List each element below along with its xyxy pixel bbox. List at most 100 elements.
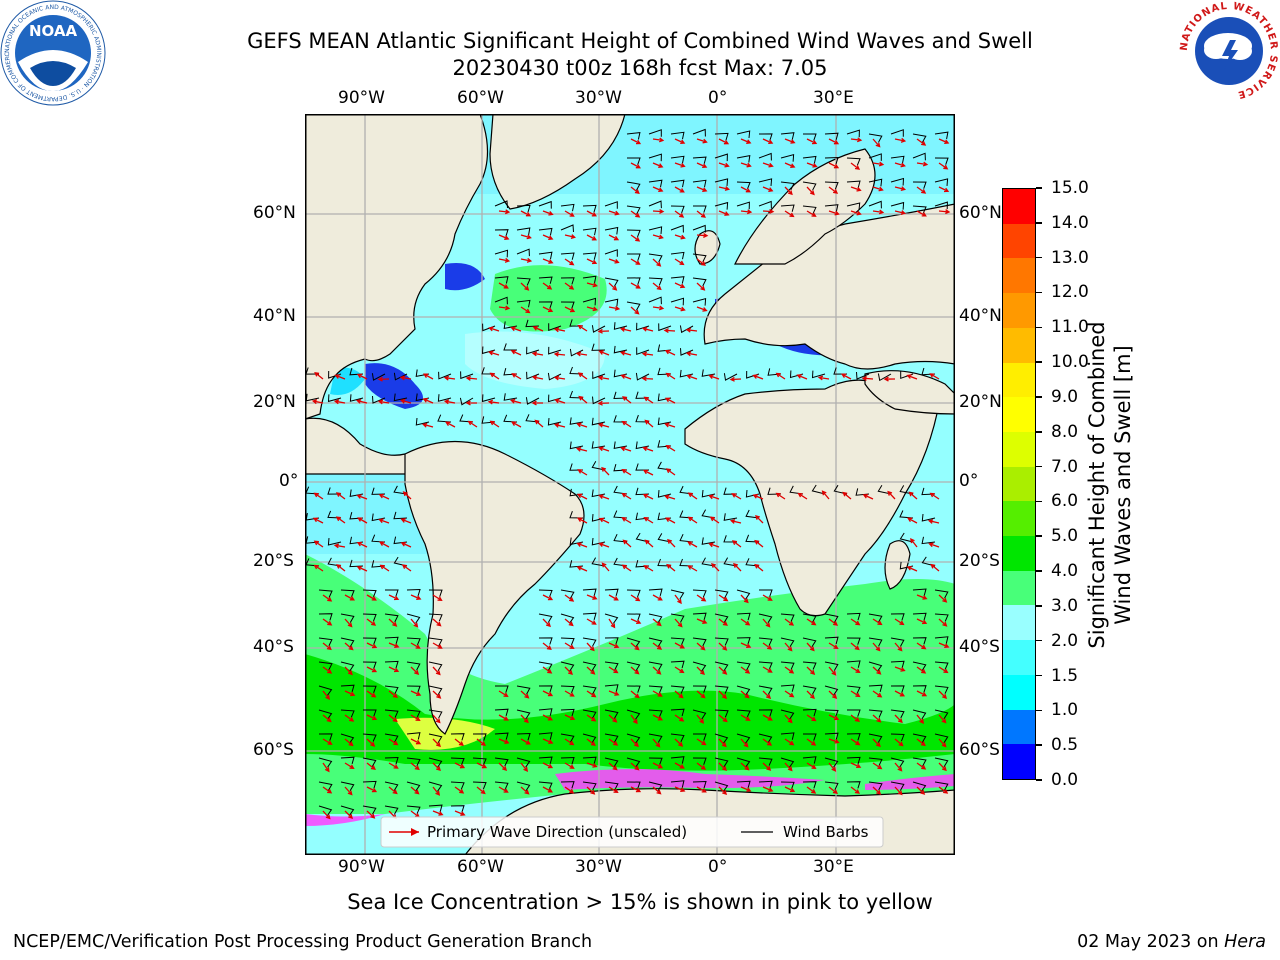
wave-direction-arrow: [410, 618, 419, 628]
wave-direction-arrow: [708, 374, 720, 380]
wave-direction-arrow: [916, 738, 926, 747]
wave-direction-arrow: [652, 234, 664, 240]
lon-label-bottom: 60°W: [457, 857, 504, 877]
wave-direction-arrow: [608, 234, 620, 241]
wave-direction-arrow: [498, 762, 508, 771]
wind-barb: [648, 277, 663, 286]
wind-barb: [340, 637, 355, 647]
wind-barb: [371, 513, 386, 522]
wave-direction-arrow: [553, 422, 566, 428]
wind-barb: [846, 157, 861, 166]
lat-label-right: 20°N: [959, 392, 1002, 412]
wind-barb: [736, 130, 751, 139]
wave-direction-arrow: [729, 376, 742, 382]
wind-barb: [868, 781, 883, 791]
wave-direction-arrow: [828, 714, 840, 721]
wind-barb: [428, 589, 443, 597]
wave-direction-arrow: [322, 786, 333, 794]
wind-barb: [846, 733, 861, 741]
colorbar-ticks: 15.0 14.0 13.0 12.0 11.0 10.0 9.0 8.0 7.0 6.0 5.0 4…: [1036, 178, 1096, 790]
wind-barb: [569, 348, 584, 357]
colorbar-tick-mark: [1036, 535, 1042, 537]
wind-barb: [736, 780, 751, 789]
wave-direction-arrow: [674, 594, 682, 605]
wave-direction-arrow: [454, 786, 465, 794]
wind-barb: [516, 757, 531, 768]
wave-direction-arrow: [520, 234, 532, 240]
wind-barb: [406, 757, 421, 767]
wave-direction-arrow: [553, 375, 566, 381]
wind-barb: [648, 757, 663, 765]
wave-direction-arrow: [608, 210, 620, 216]
wave-direction-arrow: [476, 762, 488, 769]
wind-barb: [824, 732, 839, 741]
wave-direction-arrow: [388, 690, 398, 699]
colorbar-tick-mark: [1036, 744, 1042, 746]
wave-direction-arrow: [553, 351, 566, 357]
colorbar-tick-label: 6.0: [1051, 491, 1079, 512]
wave-direction-arrow: [432, 738, 441, 748]
wind-barb: [780, 709, 795, 720]
wave-direction-arrow: [344, 618, 353, 628]
wind-barb: [912, 709, 927, 720]
wave-direction-arrow: [687, 541, 698, 548]
wave-direction-arrow: [630, 642, 640, 651]
lon-label-top: 60°W: [457, 88, 504, 108]
wind-barb: [494, 732, 509, 740]
wind-barb: [604, 757, 619, 768]
wave-direction-arrow: [643, 516, 654, 524]
wind-barb: [670, 613, 685, 623]
wave-direction-arrow: [711, 562, 720, 572]
wind-barb: [627, 157, 641, 165]
wind-barb: [648, 685, 663, 694]
wave-direction-arrow: [445, 421, 456, 428]
wave-direction-arrow: [894, 137, 907, 143]
wave-direction-arrow: [740, 762, 750, 771]
wave-direction-arrow: [577, 372, 588, 380]
wind-barb: [318, 757, 333, 768]
noaa-logo: NOAA NATIONAL OCEANIC AND ATMOSPHERIC AD…: [0, 0, 106, 106]
wind-barb: [670, 685, 685, 694]
wind-barb: [516, 709, 531, 720]
wind-barb: [657, 533, 672, 543]
wind-barb: [604, 298, 619, 307]
wave-direction-arrow: [938, 786, 949, 794]
wave-direction-arrow: [333, 399, 346, 405]
wind-barb: [846, 781, 861, 789]
africa-land: [684, 379, 941, 617]
wind-barb: [736, 637, 751, 645]
wind-barb: [670, 276, 685, 284]
wave-direction-arrow: [828, 690, 838, 699]
wave-direction-arrow: [718, 666, 728, 675]
wave-direction-arrow: [564, 594, 575, 602]
wave-direction-arrow: [598, 350, 610, 356]
colorbar-tick-mark: [1036, 570, 1042, 572]
wave-direction-arrow: [534, 419, 544, 428]
wave-direction-arrow: [784, 642, 793, 652]
wave-direction-arrow: [489, 372, 500, 380]
wind-barb: [428, 781, 443, 792]
wave-direction-arrow: [379, 564, 390, 572]
wave-direction-arrow: [718, 738, 727, 748]
wind-barb: [692, 612, 707, 621]
wave-direction-arrow: [894, 186, 907, 192]
wind-barb: [626, 132, 641, 140]
wind-barb: [516, 781, 531, 792]
lat-label-right: 0°: [959, 471, 979, 491]
wind-barb: [525, 397, 540, 405]
wind-barb: [657, 417, 672, 426]
wind-barb: [604, 781, 619, 791]
lon-label-top: 30°W: [575, 88, 622, 108]
wave-direction-arrow: [467, 420, 478, 428]
wave-direction-arrow: [828, 210, 840, 216]
wave-direction-arrow: [586, 594, 598, 600]
colorbar-tick-label: 4.0: [1051, 561, 1079, 582]
wave-direction-arrow: [850, 762, 862, 769]
wave-direction-arrow: [938, 762, 947, 772]
wind-barb: [692, 277, 707, 287]
wave-direction-arrow: [731, 493, 742, 500]
wind-barb: [692, 685, 707, 693]
wind-barb: [714, 178, 729, 186]
wind-barb: [912, 733, 927, 743]
lat-label-right: 20°S: [959, 551, 1000, 571]
